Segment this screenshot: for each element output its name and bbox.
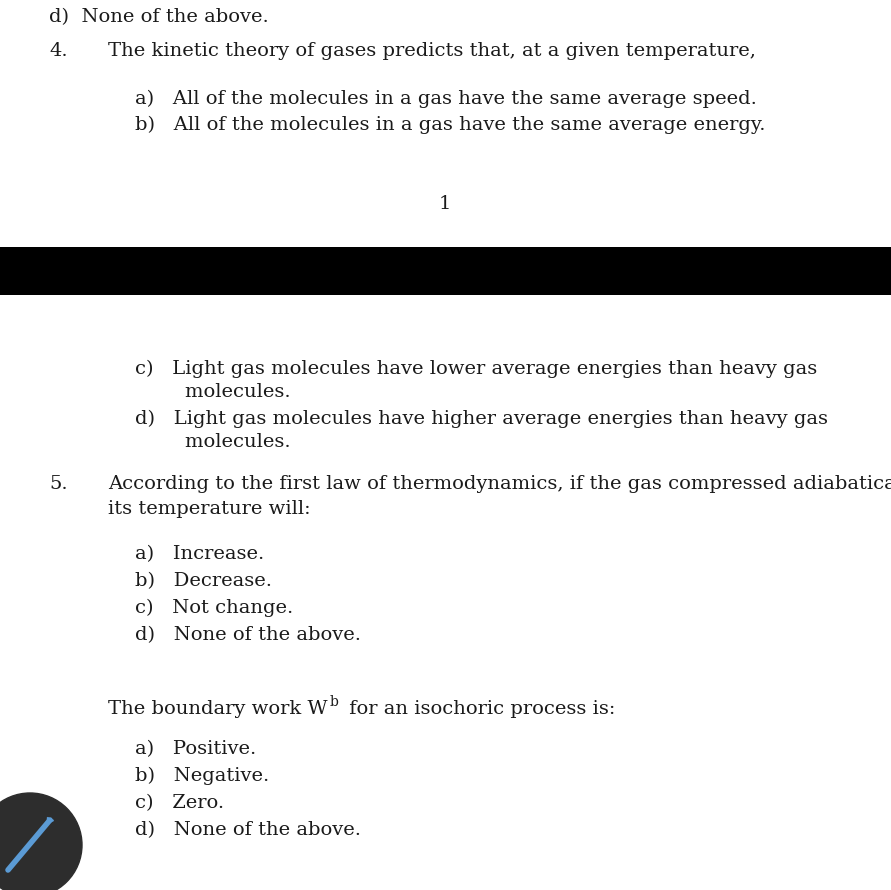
Text: a)   All of the molecules in a gas have the same average speed.: a) All of the molecules in a gas have th… bbox=[135, 90, 756, 109]
Bar bbox=[0, 247, 891, 295]
Text: The boundary work W: The boundary work W bbox=[108, 700, 328, 718]
Text: b)   Decrease.: b) Decrease. bbox=[135, 572, 272, 590]
Text: The kinetic theory of gases predicts that, at a given temperature,: The kinetic theory of gases predicts tha… bbox=[108, 42, 756, 60]
Text: d)  None of the above.: d) None of the above. bbox=[49, 8, 269, 26]
Text: According to the first law of thermodynamics, if the gas compressed adiabaticall: According to the first law of thermodyna… bbox=[108, 475, 891, 493]
Text: d)   None of the above.: d) None of the above. bbox=[135, 821, 361, 839]
Text: molecules.: molecules. bbox=[135, 383, 290, 401]
Text: c)   Zero.: c) Zero. bbox=[135, 794, 225, 812]
Text: c)   Light gas molecules have lower average energies than heavy gas: c) Light gas molecules have lower averag… bbox=[135, 360, 817, 378]
Text: d)   None of the above.: d) None of the above. bbox=[135, 626, 361, 644]
Text: d)   Light gas molecules have higher average energies than heavy gas: d) Light gas molecules have higher avera… bbox=[135, 410, 828, 428]
Text: a)   Positive.: a) Positive. bbox=[135, 740, 257, 758]
Circle shape bbox=[0, 793, 82, 890]
Text: molecules.: molecules. bbox=[135, 433, 290, 451]
Text: its temperature will:: its temperature will: bbox=[108, 500, 311, 518]
Text: b: b bbox=[330, 695, 339, 709]
Text: 4.: 4. bbox=[49, 42, 68, 60]
Text: for an isochoric process is:: for an isochoric process is: bbox=[343, 700, 616, 718]
Text: c)   Not change.: c) Not change. bbox=[135, 599, 293, 618]
Text: a)   Increase.: a) Increase. bbox=[135, 545, 265, 563]
Text: 1: 1 bbox=[438, 195, 451, 213]
Text: b)   Negative.: b) Negative. bbox=[135, 767, 269, 785]
Text: b)   All of the molecules in a gas have the same average energy.: b) All of the molecules in a gas have th… bbox=[135, 116, 765, 134]
Text: 5.: 5. bbox=[49, 475, 68, 493]
